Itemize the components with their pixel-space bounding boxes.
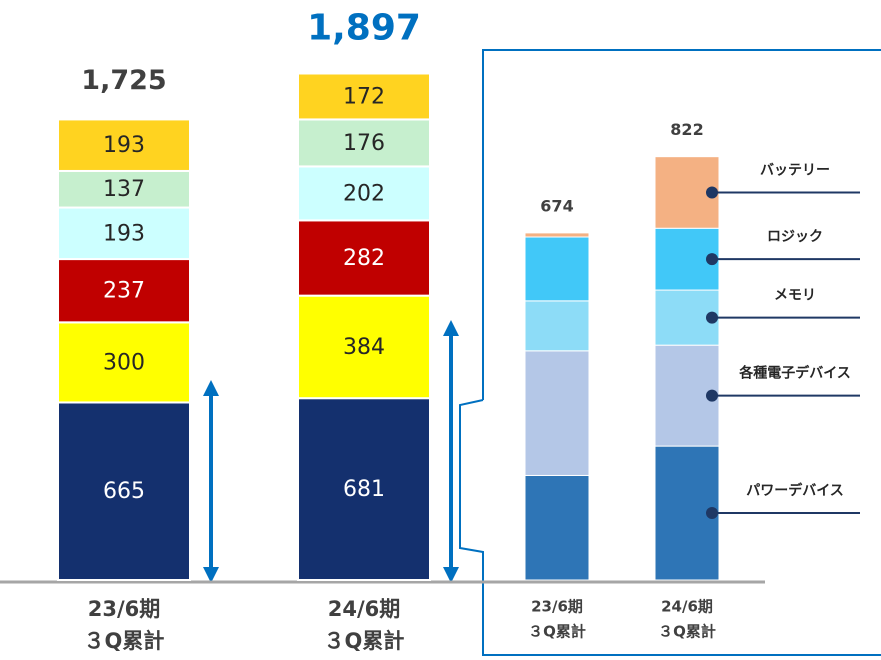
bar-segment — [297, 397, 431, 581]
data-label: 237 — [103, 279, 145, 304]
legend-dot — [706, 311, 718, 324]
bar-segment — [297, 72, 431, 121]
legend-label: メモリ — [774, 288, 816, 304]
legend-dot — [706, 389, 718, 402]
bar-segment — [297, 294, 431, 400]
legend-dot — [706, 253, 718, 266]
x-tick-label: 24/6期 — [661, 598, 713, 616]
bar-segment — [297, 219, 431, 297]
data-label: 665 — [103, 479, 145, 504]
data-label: 176 — [343, 131, 385, 156]
data-label: 193 — [103, 221, 145, 246]
bar-segment — [524, 474, 590, 581]
data-label: 137 — [103, 177, 145, 202]
bar-segment — [297, 165, 431, 222]
legend-label: バッテリー — [760, 162, 830, 178]
bar-segment — [524, 232, 590, 238]
data-label: 681 — [343, 477, 385, 502]
x-tick-label: ３Q累計 — [658, 623, 716, 641]
data-label: 202 — [343, 181, 385, 206]
x-tick-label: 23/6期 — [531, 598, 583, 616]
bar-segment — [524, 236, 590, 302]
x-tick-label: ３Q累計 — [84, 629, 165, 653]
callout-frame — [459, 49, 881, 656]
x-tick-label: 24/6期 — [328, 597, 401, 621]
total-label: 674 — [540, 196, 573, 215]
data-label: 282 — [343, 246, 385, 271]
data-label: 384 — [343, 335, 385, 360]
total-label: 822 — [670, 120, 703, 139]
total-label: 1,725 — [81, 65, 166, 96]
legend-dot — [706, 186, 718, 199]
bar-segment — [57, 321, 191, 404]
data-label: 172 — [343, 84, 385, 109]
bar-segment — [524, 300, 590, 352]
legend-dot — [706, 507, 718, 520]
bar-segment — [57, 118, 191, 172]
bar-segment — [524, 350, 590, 476]
legend-label: 各種電子デバイス — [738, 365, 851, 382]
total-label: 1,897 — [307, 8, 421, 49]
legend-label: ロジック — [767, 229, 823, 245]
x-tick-label: ３Q累計 — [528, 623, 586, 641]
x-tick-label: ３Q累計 — [324, 629, 405, 653]
data-label: 300 — [103, 350, 145, 375]
legend-label: パワーデバイス — [746, 482, 844, 499]
x-tick-label: 23/6期 — [88, 597, 161, 621]
bar-segment — [57, 401, 191, 581]
data-label: 193 — [103, 133, 145, 158]
